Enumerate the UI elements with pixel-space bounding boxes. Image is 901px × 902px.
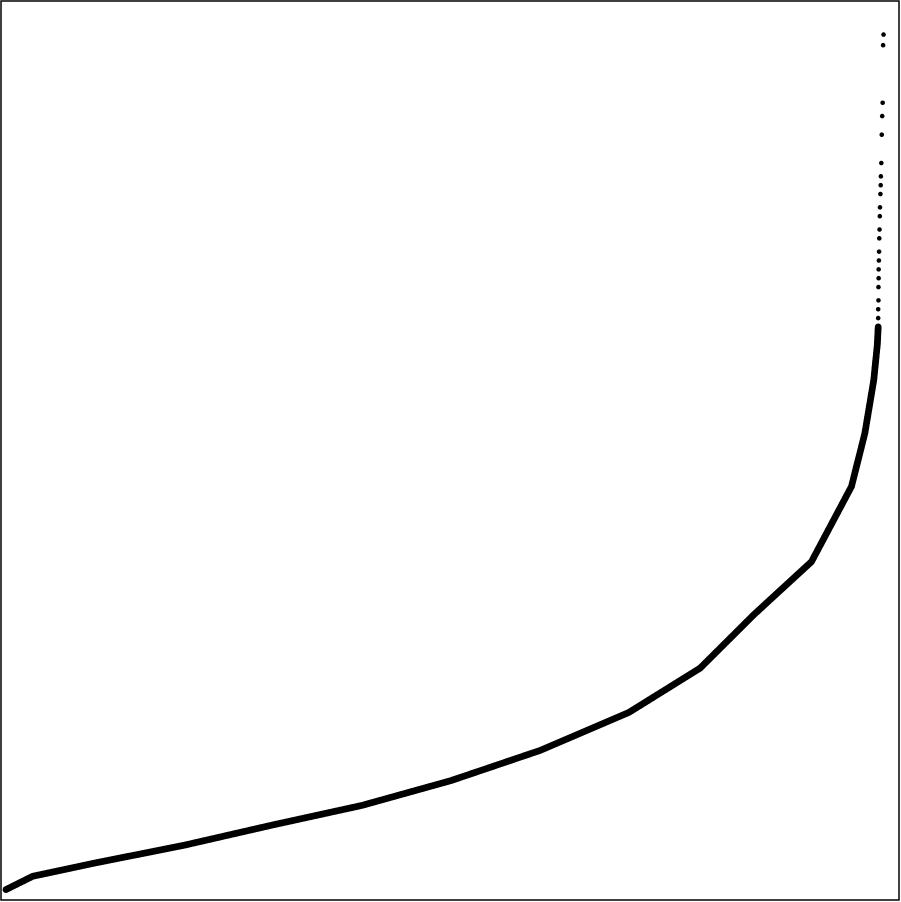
tail-data-point [876,284,881,290]
tail-data-point [879,113,885,119]
tail-data-point [878,182,883,188]
tail-data-point [879,160,884,166]
tail-data-point [879,132,885,137]
curve-points-group [2,323,882,893]
tail-data-point [875,306,881,312]
tail-data-point [876,236,882,241]
tail-points-group [875,32,886,321]
tail-data-point [875,315,881,321]
data-point [874,323,882,331]
tail-data-point [877,227,882,232]
tail-data-point [878,191,883,197]
tail-data-point [877,213,883,219]
tail-data-point [876,298,881,303]
tail-data-point [878,174,884,179]
tail-data-point [880,100,885,106]
tail-data-point [877,205,883,210]
tail-data-point [881,32,886,37]
tail-data-point [876,258,882,263]
tail-data-point [876,275,881,281]
tail-data-point [876,249,882,254]
tail-data-point [876,267,881,272]
tail-data-point [880,42,886,48]
